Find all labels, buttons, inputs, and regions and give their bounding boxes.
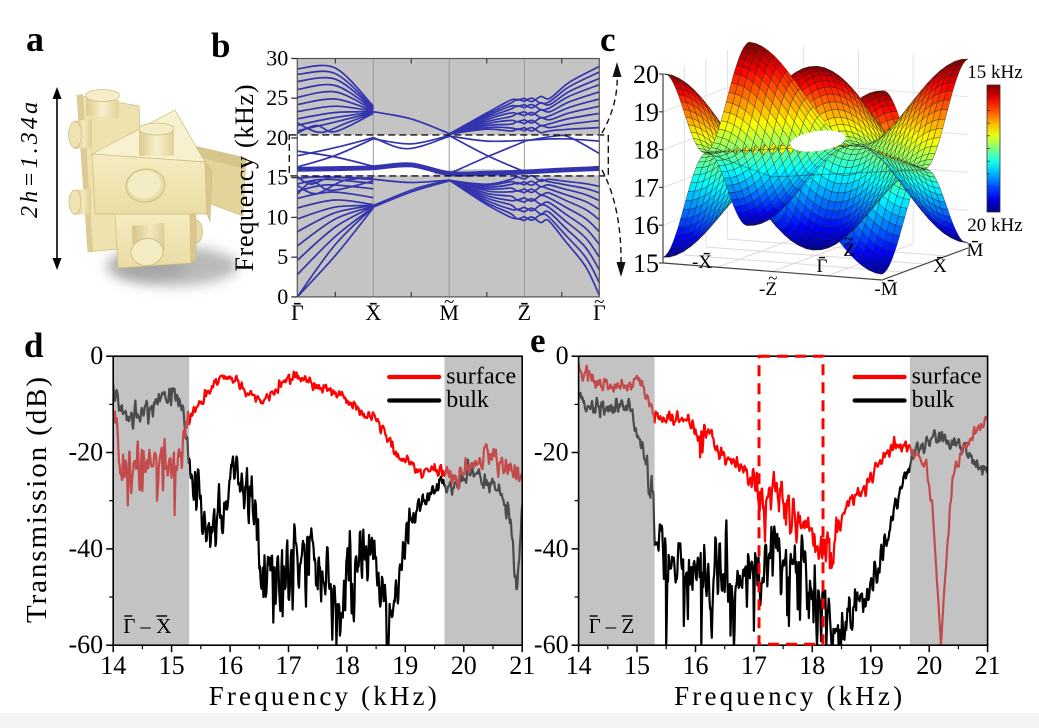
svg-text:25: 25 bbox=[266, 85, 288, 110]
svg-text:b: b bbox=[211, 26, 230, 65]
svg-text:17: 17 bbox=[741, 651, 767, 680]
svg-text:bulk: bulk bbox=[912, 387, 955, 413]
svg-text:-X: -X bbox=[692, 252, 712, 273]
svg-text:18: 18 bbox=[633, 136, 659, 165]
svg-text:30: 30 bbox=[266, 46, 288, 71]
svg-text:5: 5 bbox=[277, 244, 288, 269]
svg-text:Transmission (dB): Transmission (dB) bbox=[21, 377, 53, 623]
svg-text:19: 19 bbox=[392, 651, 418, 680]
svg-text:20: 20 bbox=[266, 125, 288, 150]
svg-text:10: 10 bbox=[266, 204, 288, 229]
svg-text:c: c bbox=[600, 20, 616, 59]
svg-text:Γ: Γ bbox=[817, 256, 828, 277]
svg-text:21: 21 bbox=[509, 651, 535, 680]
svg-text:0: 0 bbox=[90, 341, 103, 370]
svg-text:-40: -40 bbox=[69, 534, 104, 563]
svg-text:Γ: Γ bbox=[593, 300, 606, 325]
svg-text:15: 15 bbox=[624, 651, 650, 680]
svg-text:X: X bbox=[156, 614, 171, 638]
svg-text:–: – bbox=[605, 614, 617, 638]
svg-text:19: 19 bbox=[633, 98, 659, 127]
svg-text:~: ~ bbox=[594, 292, 604, 313]
svg-text:–: – bbox=[139, 614, 151, 638]
svg-text:M: M bbox=[439, 300, 459, 325]
svg-text:-60: -60 bbox=[534, 630, 569, 659]
svg-text:e: e bbox=[530, 321, 546, 360]
svg-text:15: 15 bbox=[159, 651, 185, 680]
svg-text:14: 14 bbox=[100, 651, 126, 680]
svg-text:d: d bbox=[24, 326, 44, 365]
svg-text:16: 16 bbox=[683, 651, 709, 680]
svg-text:Z: Z bbox=[843, 240, 855, 261]
svg-text:14: 14 bbox=[566, 651, 592, 680]
svg-text:15 kHz: 15 kHz bbox=[967, 62, 1022, 83]
svg-text:2h=1.34a: 2h=1.34a bbox=[17, 102, 43, 218]
svg-text:surface: surface bbox=[912, 364, 982, 390]
svg-text:18: 18 bbox=[334, 651, 360, 680]
svg-text:20: 20 bbox=[633, 60, 659, 89]
svg-text:~: ~ bbox=[444, 292, 454, 313]
svg-text:21: 21 bbox=[975, 651, 1001, 680]
svg-text:Z: Z bbox=[622, 614, 635, 638]
svg-text:surface: surface bbox=[446, 364, 516, 390]
svg-text:-40: -40 bbox=[534, 534, 569, 563]
svg-text:X: X bbox=[933, 256, 947, 277]
svg-text:Z: Z bbox=[518, 300, 531, 325]
svg-text:Γ: Γ bbox=[589, 614, 601, 638]
svg-text:bulk: bulk bbox=[446, 387, 489, 413]
svg-text:20 kHz: 20 kHz bbox=[967, 215, 1022, 236]
svg-text:20: 20 bbox=[451, 651, 477, 680]
svg-text:M: M bbox=[967, 240, 984, 261]
svg-text:Frequency (kHz): Frequency (kHz) bbox=[209, 681, 437, 711]
svg-text:-20: -20 bbox=[69, 438, 104, 467]
svg-text:17: 17 bbox=[276, 651, 302, 680]
svg-text:Frequency (kHz): Frequency (kHz) bbox=[230, 85, 259, 272]
svg-text:15: 15 bbox=[266, 165, 288, 190]
svg-text:a: a bbox=[26, 19, 44, 59]
svg-text:Frequency (kHz): Frequency (kHz) bbox=[674, 681, 902, 711]
svg-text:0: 0 bbox=[277, 284, 288, 309]
svg-text:15: 15 bbox=[633, 249, 659, 278]
svg-text:-60: -60 bbox=[69, 630, 104, 659]
svg-text:-M: -M bbox=[874, 279, 897, 300]
svg-text:Γ: Γ bbox=[123, 614, 135, 638]
svg-text:Γ: Γ bbox=[291, 300, 304, 325]
svg-text:~: ~ bbox=[768, 269, 777, 288]
svg-text:16: 16 bbox=[633, 211, 659, 240]
svg-text:18: 18 bbox=[799, 651, 825, 680]
svg-text:20: 20 bbox=[916, 651, 942, 680]
svg-text:~: ~ bbox=[844, 230, 853, 249]
svg-text:X: X bbox=[365, 300, 381, 325]
svg-text:17: 17 bbox=[633, 173, 659, 202]
svg-text:-20: -20 bbox=[534, 438, 569, 467]
svg-text:0: 0 bbox=[556, 341, 569, 370]
svg-text:-Z: -Z bbox=[759, 279, 777, 300]
svg-text:19: 19 bbox=[858, 651, 884, 680]
svg-text:16: 16 bbox=[217, 651, 243, 680]
